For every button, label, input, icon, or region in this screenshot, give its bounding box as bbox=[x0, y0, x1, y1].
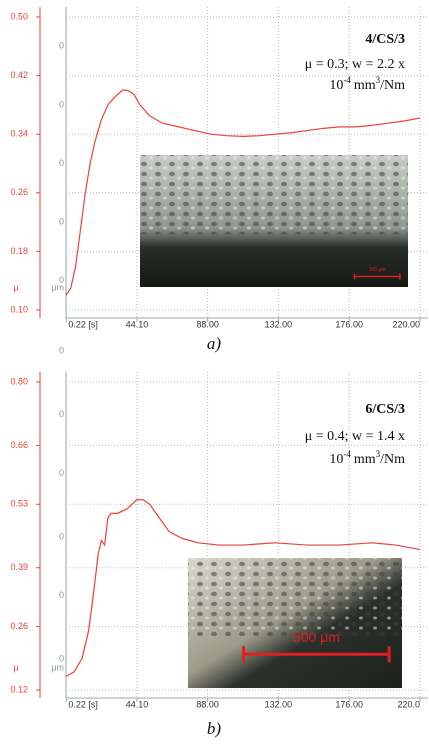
data-line bbox=[65, 499, 421, 677]
y-tick-label: 0.18 bbox=[10, 246, 28, 256]
y-tick-label: 0.10 bbox=[10, 304, 28, 314]
wear-base: 10 bbox=[329, 78, 343, 93]
scale-bar-label: 100 μm bbox=[369, 267, 386, 273]
y2-tick-label: 0 bbox=[59, 216, 64, 226]
wear-unit: 10-4 mm3/Nm bbox=[329, 75, 405, 93]
x-tick-label: 44.10 bbox=[126, 699, 149, 709]
wear-unit-exp: 3 bbox=[376, 75, 381, 85]
y2-tick-label: 0 bbox=[59, 346, 64, 356]
x-tick-label: 220.0 bbox=[397, 699, 420, 709]
y2-tick-label: 0 bbox=[59, 275, 64, 285]
y2-unit: μm bbox=[51, 662, 64, 672]
x-tick-label: 88.00 bbox=[196, 319, 219, 329]
y2-tick-label: 0 bbox=[59, 531, 64, 541]
wear-rest: /Nm bbox=[380, 78, 405, 93]
y2-tick-label: 0 bbox=[59, 590, 64, 600]
y2-tick-label: 0 bbox=[59, 654, 64, 664]
y2-tick-label: 0 bbox=[59, 158, 64, 168]
wear-base: 10 bbox=[329, 452, 343, 467]
y2-unit: μm bbox=[51, 282, 64, 292]
sample-label: 4/CS/3 bbox=[365, 32, 405, 47]
data-line bbox=[65, 89, 421, 296]
y2-tick-label: 0 bbox=[59, 41, 64, 51]
x-tick-label: 132.00 bbox=[265, 699, 293, 709]
micrograph-texture bbox=[188, 558, 402, 636]
sample-label: 6/CS/3 bbox=[365, 402, 405, 417]
x-tick-label: 176.00 bbox=[335, 699, 363, 709]
y2-tick-label: 0 bbox=[59, 468, 64, 478]
y-tick-label: 0.66 bbox=[10, 440, 28, 450]
caption: b) bbox=[207, 719, 222, 738]
y-tick-label: 0.26 bbox=[10, 621, 28, 631]
y-tick-label: 0.39 bbox=[10, 562, 28, 572]
x-tick-label: 44.10 bbox=[126, 319, 149, 329]
wear-unit-name: mm bbox=[354, 452, 376, 467]
y-tick-label: 0.26 bbox=[10, 187, 28, 197]
y-tick-label: 0.80 bbox=[10, 376, 28, 386]
y-tick-label: 0.12 bbox=[10, 684, 28, 694]
wear-unit: 10-4 mm3/Nm bbox=[329, 449, 405, 467]
x-tick-label: 88.00 bbox=[196, 699, 219, 709]
x-tick-label: 176.00 bbox=[335, 319, 363, 329]
scale-bar-label: 500 μm bbox=[293, 629, 340, 645]
wear-exp: -4 bbox=[343, 75, 351, 85]
annotation: μ = 0.4; w = 1.4 x bbox=[305, 429, 405, 444]
y-tick-label: 0.53 bbox=[10, 499, 28, 509]
x-tick-label: 0.22 [s] bbox=[68, 319, 98, 329]
y-unit: μ bbox=[13, 662, 18, 672]
x-tick-label: 220.00 bbox=[392, 319, 420, 329]
y-unit: μ bbox=[13, 282, 18, 292]
y-tick-label: 0.42 bbox=[10, 70, 28, 80]
annotation: μ = 0.3; w = 2.2 x bbox=[305, 57, 405, 72]
x-tick-label: 0.22 [s] bbox=[68, 699, 98, 709]
wear-rest: /Nm bbox=[380, 452, 405, 467]
y-tick-label: 0.50 bbox=[10, 11, 28, 21]
x-tick-label: 132.00 bbox=[265, 319, 293, 329]
micrograph-texture bbox=[140, 155, 408, 235]
wear-unit-exp: 3 bbox=[376, 449, 381, 459]
caption: a) bbox=[207, 334, 222, 353]
wear-unit-name: mm bbox=[354, 78, 376, 93]
y2-tick-label: 0 bbox=[59, 409, 64, 419]
y-tick-label: 0.34 bbox=[10, 129, 28, 139]
y2-tick-label: 0 bbox=[59, 99, 64, 109]
wear-exp: -4 bbox=[343, 449, 351, 459]
